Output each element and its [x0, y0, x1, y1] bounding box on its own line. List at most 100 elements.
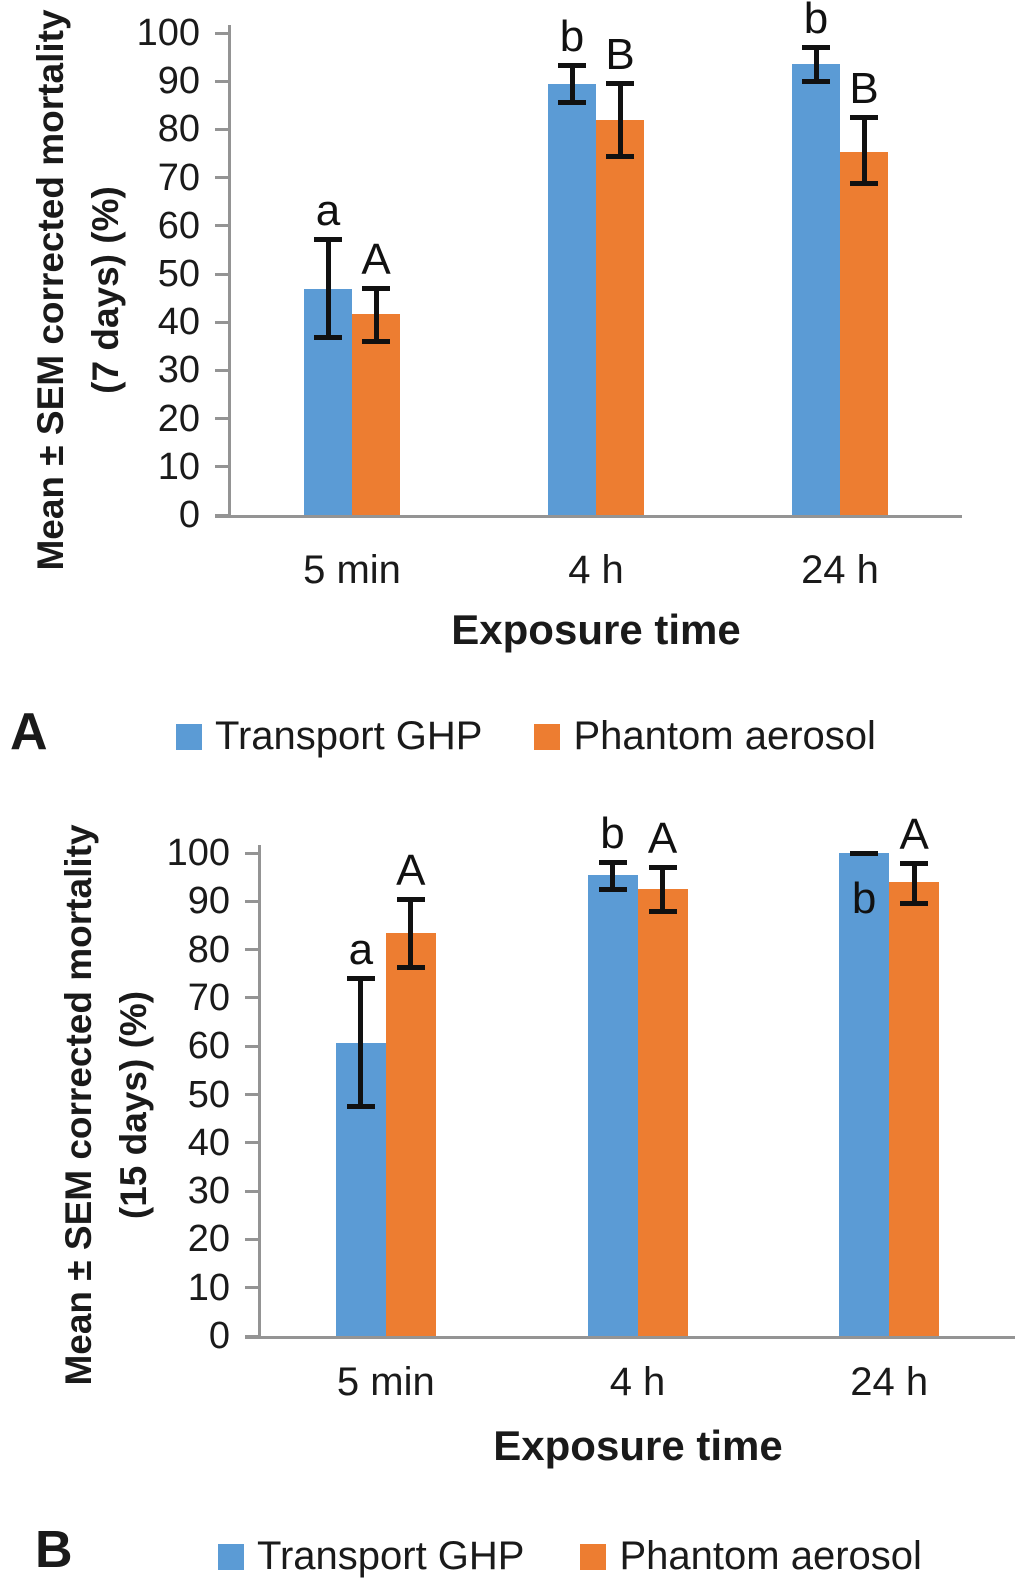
error-bar-line	[813, 47, 819, 82]
error-bar-cap-top	[900, 861, 929, 867]
bar-phantom-aerosol-4-h	[637, 889, 688, 1336]
sig-letter: b	[851, 874, 877, 923]
error-bar-cap-top	[362, 285, 390, 291]
legend-item-transport-ghp: Transport GHP	[176, 714, 482, 759]
y-tick-label: 10	[157, 445, 200, 488]
sig-letter: a	[315, 186, 341, 236]
y-tick	[215, 176, 229, 180]
y-tick-label: 50	[157, 253, 200, 295]
y-tick	[215, 465, 229, 469]
y-tick	[215, 127, 229, 131]
error-bar-line	[660, 867, 665, 912]
legend-label-transport-ghp: Transport GHP	[257, 1534, 525, 1578]
error-bar-cap-bottom	[850, 180, 878, 186]
y-axis-line	[258, 845, 261, 1336]
error-bar-cap-top	[346, 976, 375, 982]
bar-transport-ghp-24-h	[792, 64, 840, 515]
error-bar-line	[373, 287, 379, 341]
sig-letter: B	[849, 64, 879, 114]
sig-letter: A	[899, 810, 929, 860]
y-tick-label: 80	[187, 928, 230, 971]
x-category-label: 5 min	[336, 1360, 435, 1404]
y-tick-label: 30	[157, 349, 200, 392]
error-bar-line	[569, 64, 575, 102]
y-tick	[245, 1093, 259, 1096]
y-tick-label: 90	[187, 880, 230, 923]
y-tick	[245, 851, 259, 855]
y-tick	[215, 79, 229, 83]
y-tick-label: 30	[187, 1170, 230, 1213]
y-tick	[215, 368, 229, 372]
legend-label-phantom-aerosol: Phantom aerosol	[573, 714, 876, 758]
y-tick-label: 60	[157, 204, 200, 247]
error-bar-line	[610, 862, 615, 889]
bar-phantom-aerosol-24-h	[889, 881, 940, 1336]
y-axis-title-line1: Mean ± SEM corrected mortality	[30, 9, 71, 571]
y-tick-label: 0	[178, 494, 200, 536]
bar-phantom-aerosol-24-h	[840, 151, 888, 515]
y-tick-label: 0	[208, 1315, 230, 1357]
y-tick-label: 50	[187, 1073, 230, 1116]
sig-letter: b	[559, 11, 585, 61]
bar-transport-ghp-4-h	[548, 84, 596, 515]
error-bar-cap-bottom	[648, 909, 677, 915]
legend-swatch-blue-icon	[176, 723, 202, 750]
x-category-label: 24 h	[801, 548, 879, 592]
sig-letter: b	[600, 809, 625, 859]
x-category-label: 5 min	[303, 548, 401, 592]
x-category-label: 4 h	[609, 1360, 666, 1404]
sig-letter: A	[396, 845, 426, 895]
y-tick	[245, 1286, 259, 1290]
x-axis-title-panel-b: Exposure time	[493, 1422, 783, 1469]
legend-panel-a: Transport GHP Phantom aerosol	[176, 714, 876, 759]
y-tick	[215, 224, 229, 228]
bar-transport-ghp-24-h	[839, 853, 890, 1336]
error-bar-line	[325, 239, 331, 338]
error-bar-cap-top	[850, 851, 879, 856]
x-category-label: 4 h	[568, 548, 624, 592]
y-tick	[215, 272, 229, 276]
error-bar-cap-top	[396, 896, 425, 902]
y-tick	[245, 899, 259, 903]
bar-transport-ghp-4-h	[587, 875, 638, 1336]
panel-letter-a: A	[10, 703, 48, 761]
error-bar-line	[617, 83, 623, 156]
x-axis-line	[245, 1336, 1015, 1339]
legend-label-transport-ghp: Transport GHP	[215, 714, 483, 758]
legend-swatch-orange-icon	[580, 1543, 607, 1570]
legend-item-phantom-aerosol: Phantom aerosol	[580, 1534, 922, 1579]
panel-letter-b: B	[35, 1521, 73, 1579]
y-tick-label: 40	[187, 1121, 230, 1164]
error-bar-line	[358, 978, 364, 1107]
sig-letter: B	[605, 30, 635, 80]
y-tick-label: 100	[166, 832, 230, 874]
bar-phantom-aerosol-4-h	[596, 119, 644, 515]
error-bar-cap-bottom	[606, 153, 634, 159]
y-tick-label: 70	[157, 156, 200, 199]
error-bar-cap-bottom	[346, 1104, 375, 1110]
y-tick	[245, 1044, 259, 1048]
legend-item-transport-ghp: Transport GHP	[218, 1534, 524, 1579]
y-tick-label: 100	[136, 12, 200, 54]
y-tick	[245, 948, 259, 952]
x-category-label: 24 h	[850, 1360, 929, 1404]
sig-letter: a	[348, 925, 374, 975]
error-bar-cap-top	[802, 45, 830, 51]
error-bar-cap-top	[598, 860, 627, 866]
error-bar-cap-top	[314, 237, 342, 243]
error-bar-cap-bottom	[558, 99, 586, 105]
y-tick-label: 10	[187, 1266, 230, 1309]
y-tick	[245, 1189, 259, 1193]
y-tick-label: 20	[157, 397, 200, 440]
error-bar-cap-bottom	[900, 901, 929, 907]
legend-label-phantom-aerosol: Phantom aerosol	[619, 1534, 922, 1578]
y-tick-label: 20	[187, 1218, 230, 1261]
error-bar-cap-top	[648, 865, 677, 870]
error-bar-line	[911, 863, 917, 904]
y-tick	[215, 31, 229, 35]
y-tick	[245, 996, 259, 1000]
y-axis-line	[228, 25, 231, 515]
bar-phantom-aerosol-5-min	[385, 933, 436, 1336]
legend-swatch-orange-icon	[534, 723, 561, 750]
